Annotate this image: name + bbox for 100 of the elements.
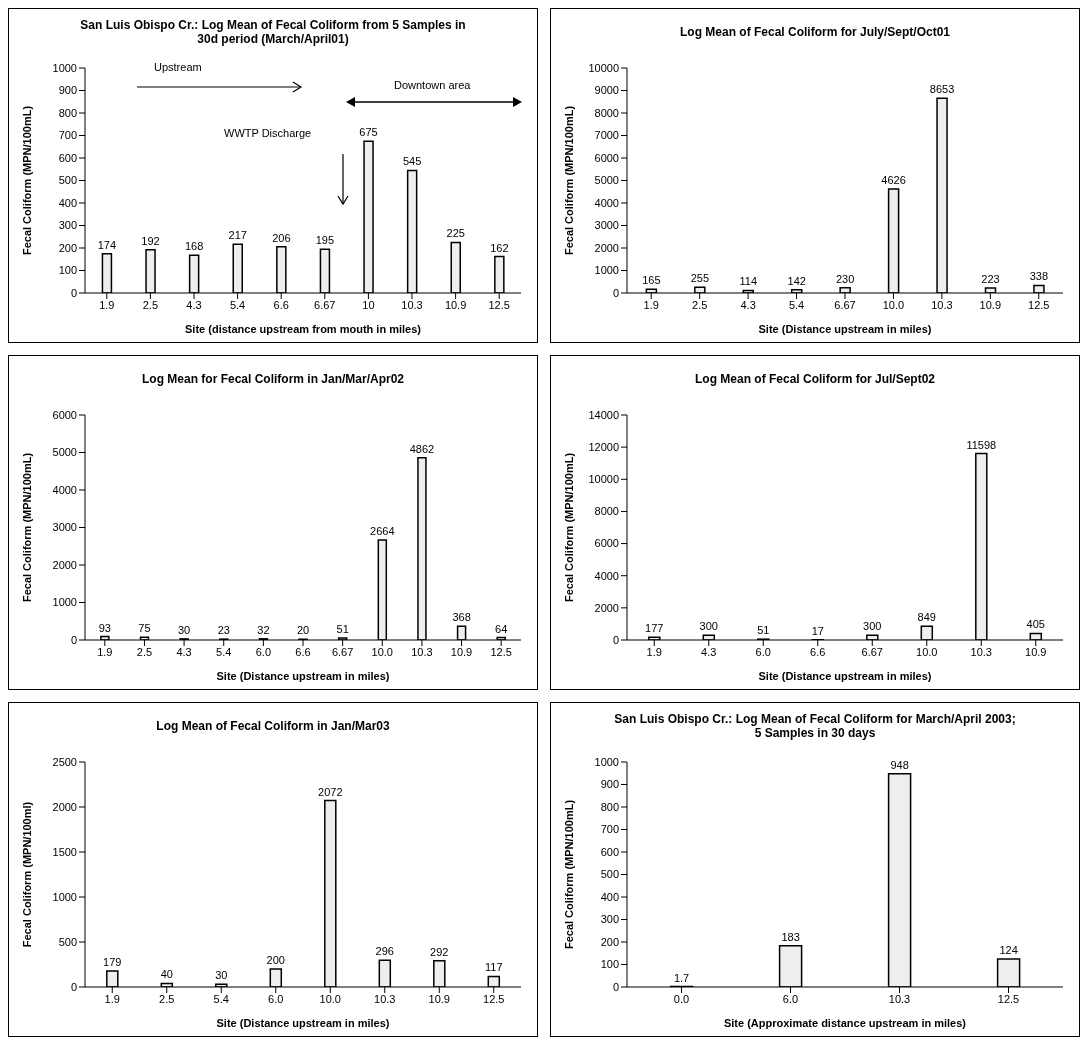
y-tick-label: 1000 [594,264,619,277]
data-label: 177 [645,622,664,635]
x-tick-label: 12.5 [483,992,505,1005]
y-tick-label: 0 [612,286,619,299]
x-tick-label: 4.3 [701,645,717,658]
y-axis-title: Fecal Coliform (MPN/100mL) [562,105,575,256]
x-tick-label: 5.4 [216,645,232,658]
y-tick-label: 900 [58,84,77,97]
data-label: 162 [490,241,509,254]
x-tick-label: 10.3 [970,645,992,658]
y-tick-label: 1000 [52,596,77,609]
y-tick-label: 700 [58,129,77,142]
data-label: 32 [257,623,270,636]
x-tick-label: 10.3 [888,992,911,1005]
data-label: 51 [757,624,770,637]
y-tick-label: 400 [600,890,619,903]
data-label: 292 [430,945,449,958]
x-tick-label: 12.5 [490,645,512,658]
x-tick-label: 4.3 [186,298,202,311]
y-tick-label: 4000 [594,196,619,209]
y-tick-label: 2000 [594,601,619,614]
data-label: 296 [375,945,394,958]
x-tick-label: 0.0 [673,992,690,1005]
x-tick-label: 10.3 [401,298,423,311]
y-tick-label: 700 [600,823,619,836]
x-tick-label: 6.6 [273,298,289,311]
x-axis-title: Site (Approximate distance upstream in miles) [723,1017,967,1029]
data-label: 545 [402,155,422,168]
y-tick-label: 600 [600,845,619,858]
data-label: 948 [890,758,909,771]
y-tick-label: 200 [58,241,77,254]
x-tick-label: 6.67 [314,298,336,311]
y-tick-label: 8000 [594,106,619,119]
x-tick-label: 6.67 [861,645,883,658]
y-tick-label: 10000 [588,473,619,486]
data-label: 849 [917,611,936,624]
x-tick-label: 10.9 [444,298,467,311]
data-label: 11598 [966,438,997,451]
y-tick-label: 200 [600,935,619,948]
data-label: 206 [272,231,291,244]
annotation: Upstream [154,61,202,73]
x-tick-label: 2.5 [159,992,175,1005]
data-label: 223 [981,272,1000,285]
data-label: 40 [160,968,173,981]
chart-title: Log Mean of Fecal Coliform for Jul/Sept02 [694,371,936,386]
data-label: 300 [699,620,718,633]
annotation: WWTP Discharge [224,127,312,139]
y-tick-label: 10000 [588,61,619,74]
x-axis-title: Site (Distance upstream in miles) [216,1017,390,1029]
data-label: 114 [739,275,758,288]
data-label: 117 [485,961,503,974]
y-tick-label: 7000 [594,129,619,142]
data-label: 30 [215,969,228,982]
data-label: 179 [103,955,122,968]
data-label: 192 [141,234,160,247]
data-label: 405 [1026,618,1045,631]
y-tick-label: 500 [58,174,77,187]
y-tick-label: 500 [58,935,77,948]
data-label: 64 [495,622,508,635]
x-tick-label: 12.5 [997,992,1020,1005]
y-tick-label: 300 [600,913,619,926]
y-tick-label: 2500 [52,755,77,768]
y-tick-label: 14000 [588,408,619,421]
x-axis-title: Site (Distance upstream in miles) [758,323,932,335]
data-label: 4862 [409,442,435,455]
x-tick-label: 12.5 [488,298,510,311]
y-tick-label: 600 [58,151,77,164]
data-label: 124 [999,944,1018,957]
y-axis-title: Fecal Coliform (MPN/100mL) [562,452,575,603]
x-tick-label: 2.5 [692,298,708,311]
x-tick-label: 6.0 [782,992,799,1005]
y-tick-label: 100 [58,264,77,277]
annotation: Downtown area [394,79,471,91]
data-label: 165 [642,274,661,287]
data-label: 200 [266,954,285,966]
y-axis-title: Fecal Coliform (MPN/100mL) [20,452,33,603]
data-label: 300 [863,620,882,633]
x-tick-label: 10.0 [882,298,905,311]
y-tick-label: 1000 [594,755,619,768]
y-tick-label: 2000 [594,241,619,254]
y-tick-label: 8000 [594,505,619,518]
y-tick-label: 6000 [52,408,77,421]
y-tick-label: 6000 [594,151,619,164]
x-tick-label: 1.9 [99,298,115,311]
y-tick-label: 900 [600,778,619,791]
y-tick-label: 800 [58,106,77,119]
x-tick-label: 6.0 [755,645,771,658]
data-label: 8653 [929,83,955,96]
data-label: 4626 [881,173,906,186]
y-tick-label: 0 [70,633,77,646]
x-tick-label: 2.5 [142,298,159,311]
data-label: 2664 [370,525,395,538]
y-axis-title: Fecal Coliform (MPN/100mL) [20,105,33,256]
y-tick-label: 12000 [588,441,619,454]
x-tick-label: 2.5 [136,645,153,658]
data-label: 51 [336,623,349,636]
data-label: 1.7 [673,971,690,984]
chart-title: San Luis Obispo Cr.: Log Mean of Fecal Coliform for March/April 2003; 5 Samples in 30 days [613,711,1017,740]
y-axis-title: Fecal Coliform (MPN/100mL) [562,799,575,950]
x-tick-label: 6.0 [255,645,272,658]
